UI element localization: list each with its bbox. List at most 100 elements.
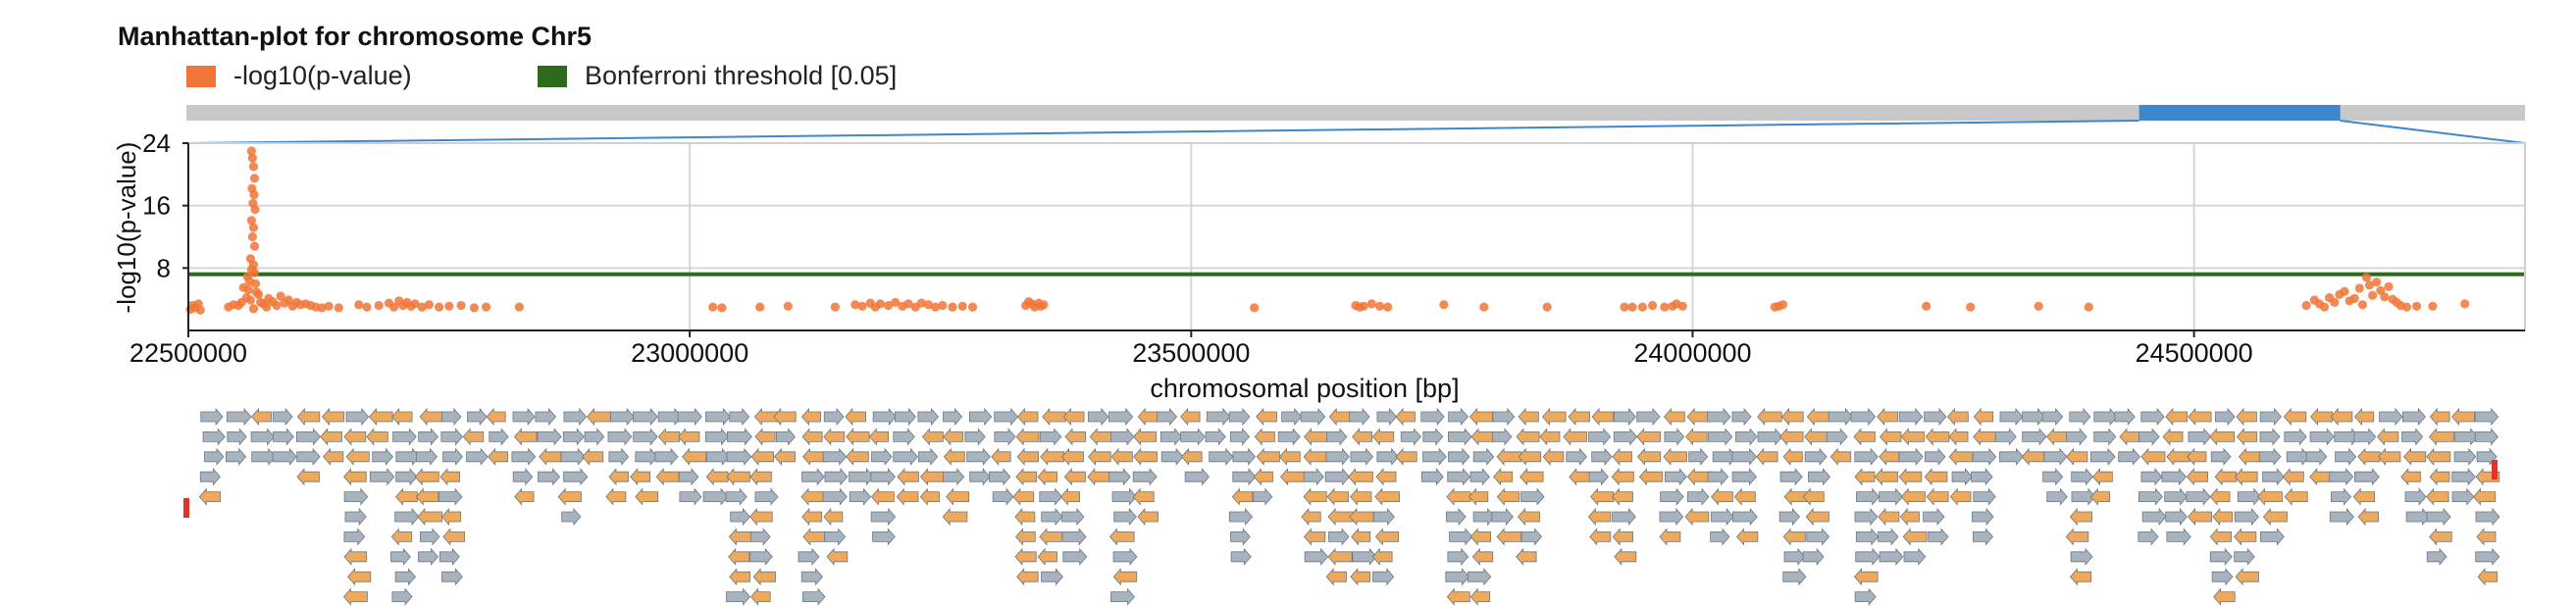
gene-reverse-arrow [2066, 447, 2088, 466]
gene-reverse-arrow [2330, 407, 2353, 427]
data-point [2401, 302, 2411, 312]
data-point [246, 216, 256, 226]
gene-forward-arrow [1757, 428, 1783, 446]
x-tick-label: 23500000 [1132, 338, 1250, 368]
legend-swatch-pvalue [186, 66, 216, 87]
gene-reverse-arrow [1710, 487, 1733, 506]
gene-reverse-arrow [801, 428, 823, 446]
gene-reverse-arrow [2354, 407, 2375, 427]
gene-forward-arrow [390, 547, 411, 566]
gene-forward-arrow [2262, 468, 2285, 486]
gene-reverse-arrow [1088, 447, 1111, 466]
gene-forward-arrow [1783, 547, 1806, 566]
gene-forward-arrow [1422, 428, 1444, 446]
gene-forward-arrow [1828, 407, 1853, 427]
gene-reverse-arrow [870, 487, 895, 506]
gene-reverse-arrow [343, 547, 368, 566]
gene-forward-arrow [801, 468, 825, 486]
data-point [830, 302, 841, 312]
gene-forward-arrow [1923, 507, 1945, 527]
gene-reverse-arrow [1303, 447, 1328, 466]
gene-reverse-arrow [2426, 487, 2449, 506]
data-point [389, 302, 399, 312]
data-point [2361, 273, 2372, 282]
gene-forward-arrow [1472, 507, 1496, 527]
gene-reverse-arrow [682, 447, 707, 466]
gene-reverse-arrow [1303, 487, 1327, 506]
data-point [249, 174, 260, 183]
gene-reverse-arrow [2119, 428, 2142, 446]
gene-reverse-arrow [1899, 507, 1920, 527]
gene-reverse-arrow [1517, 507, 1540, 527]
gene-forward-arrow [1614, 407, 1636, 427]
gene-reverse-arrow [1374, 487, 1400, 506]
data-point [857, 301, 867, 311]
y-tick-label: 16 [142, 191, 171, 221]
gene-forward-arrow [1206, 407, 1231, 427]
gene-forward-arrow [438, 487, 463, 506]
gene-forward-arrow [394, 507, 420, 527]
gene-forward-arrow [702, 487, 729, 506]
gene-forward-arrow [1232, 447, 1257, 466]
gene-reverse-arrow [826, 547, 849, 566]
gene-forward-arrow [1854, 587, 1877, 606]
y-axis-label: -log10(p-value) [112, 142, 141, 314]
gene-reverse-arrow [922, 428, 944, 446]
gene-forward-arrow [2118, 447, 2140, 466]
gene-forward-arrow [1281, 407, 1303, 427]
gene-forward-arrow [2329, 507, 2354, 527]
gene-forward-arrow [1448, 407, 1469, 427]
gene-reverse-arrow [630, 468, 651, 486]
gene-reverse-arrow [2238, 447, 2263, 466]
gene-reverse-arrow [1395, 407, 1416, 427]
gene-reverse-arrow [728, 547, 750, 566]
legend-item-pvalue: -log10(p-value) [186, 61, 412, 91]
gene-reverse-arrow [1325, 568, 1347, 586]
gene-forward-arrow [1205, 428, 1226, 446]
gene-reverse-arrow [513, 428, 538, 446]
gene-forward-arrow [1707, 407, 1731, 427]
zoom-connector-right [2340, 120, 2526, 144]
gene-reverse-arrow [1254, 428, 1275, 446]
gene-reverse-arrow [1829, 447, 1852, 466]
gene-reverse-arrow [1014, 528, 1036, 546]
gene-reverse-arrow [1350, 568, 1371, 586]
gene-reverse-arrow [1614, 547, 1637, 566]
data-point [1542, 302, 1552, 312]
gene-reverse-arrow [1516, 547, 1537, 566]
gene-reverse-arrow [2187, 447, 2207, 466]
gene-reverse-arrow [1062, 407, 1085, 427]
gene-forward-arrow [2405, 507, 2431, 527]
data-point [362, 302, 372, 312]
gene-forward-arrow [272, 447, 297, 466]
gene-reverse-arrow [943, 447, 965, 466]
gene-forward-arrow [1854, 507, 1879, 527]
gene-reverse-arrow [1327, 507, 1354, 527]
gene-reverse-arrow [1756, 447, 1778, 466]
gene-forward-arrow [893, 447, 918, 466]
gene-reverse-arrow [1137, 507, 1159, 527]
data-point [708, 302, 718, 312]
gene-reverse-arrow [802, 528, 828, 546]
gene-reverse-arrow [1059, 487, 1080, 506]
gene-forward-arrow [824, 528, 847, 546]
gene-forward-arrow [2138, 528, 2159, 546]
gene-forward-arrow [1999, 407, 2024, 427]
data-point [456, 300, 466, 311]
gene-forward-arrow [1732, 507, 1758, 527]
data-point [931, 302, 941, 312]
data-point [875, 299, 886, 309]
gene-forward-arrow [345, 407, 370, 427]
data-point [249, 268, 260, 278]
gene-reverse-arrow [366, 428, 388, 446]
gene-forward-arrow [966, 447, 991, 466]
x-axis-label: chromosomal position [bp] [1150, 374, 1459, 403]
gene-forward-arrow [1688, 447, 1709, 466]
gene-reverse-arrow [2476, 528, 2497, 546]
gene-reverse-arrow [801, 507, 823, 527]
gene-reverse-arrow [1040, 447, 1065, 466]
gene-reverse-arrow [1493, 468, 1514, 486]
gene-reverse-arrow [868, 428, 890, 446]
data-point [1922, 301, 1932, 311]
gene-forward-arrow [1659, 507, 1684, 527]
